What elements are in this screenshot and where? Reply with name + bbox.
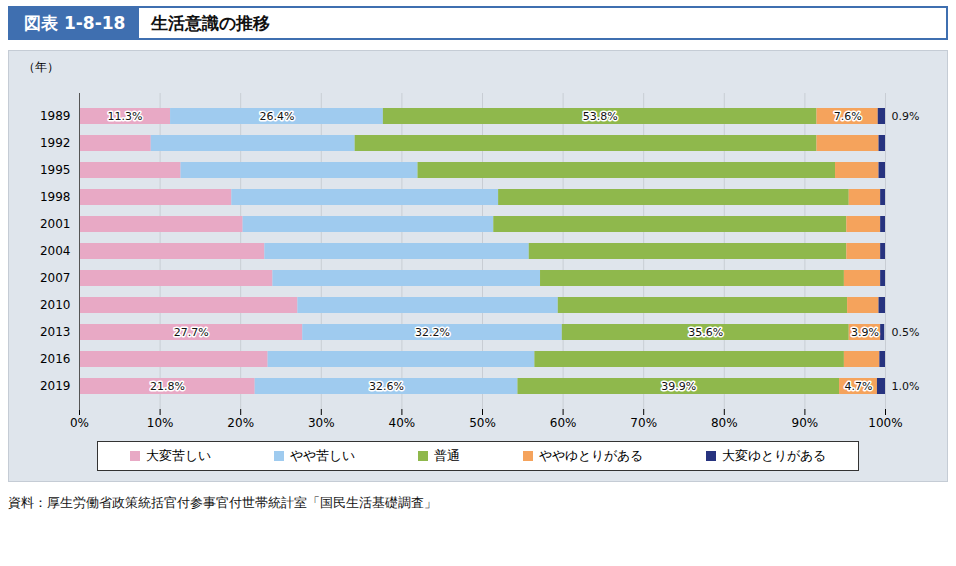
svg-text:1.0%: 1.0% — [892, 380, 920, 393]
svg-text:70%: 70% — [630, 416, 657, 430]
svg-text:53.8%: 53.8% — [583, 110, 618, 123]
svg-text:1995: 1995 — [40, 163, 71, 177]
svg-text:60%: 60% — [550, 416, 577, 430]
html-text:図表 1-8-18: 図表 1-8-18 — [24, 12, 126, 33]
svg-text:40%: 40% — [389, 416, 416, 430]
html-text:大変苦しい: 大変苦しい — [145, 448, 211, 463]
svg-text:0.5%: 0.5% — [892, 326, 920, 339]
svg-text:1992: 1992 — [40, 136, 71, 150]
svg-text:26.4%: 26.4% — [259, 110, 294, 123]
svg-text:1998: 1998 — [40, 190, 71, 204]
svg-text:27.7%: 27.7% — [174, 326, 209, 339]
svg-text:39.9%: 39.9% — [661, 380, 696, 393]
svg-text:2019: 2019 — [40, 379, 71, 393]
html-text:ややゆとりがある: ややゆとりがある — [539, 448, 644, 463]
svg-text:1989: 1989 — [40, 109, 71, 123]
svg-text:3.9%: 3.9% — [851, 326, 879, 339]
html-text:普通: 普通 — [434, 448, 460, 463]
svg-text:11.3%: 11.3% — [108, 110, 143, 123]
svg-text:2010: 2010 — [40, 298, 71, 312]
svg-text:21.8%: 21.8% — [150, 380, 185, 393]
svg-text:0%: 0% — [70, 416, 89, 430]
html-text:やや苦しい: やや苦しい — [289, 448, 355, 463]
svg-text:50%: 50% — [469, 416, 496, 430]
svg-text:2016: 2016 — [40, 352, 71, 366]
svg-text:4.7%: 4.7% — [845, 380, 873, 393]
html-text:生活意識の推移: 生活意識の推移 — [151, 12, 271, 33]
svg-text:32.6%: 32.6% — [369, 380, 404, 393]
svg-text:2001: 2001 — [40, 217, 71, 231]
svg-text:100%: 100% — [868, 416, 902, 430]
svg-text:32.2%: 32.2% — [415, 326, 450, 339]
svg-text:（年）: （年） — [23, 60, 59, 74]
svg-text:80%: 80% — [711, 416, 738, 430]
svg-text:2007: 2007 — [40, 271, 71, 285]
svg-text:2004: 2004 — [40, 244, 71, 258]
svg-text:30%: 30% — [308, 416, 335, 430]
html-text:大変ゆとりがある: 大変ゆとりがある — [722, 448, 827, 463]
svg-text:2013: 2013 — [40, 325, 71, 339]
svg-text:0.9%: 0.9% — [892, 110, 920, 123]
html-text:資料：厚生労働省政策統括官付参事官付世帯統計室「国民生活基礎: 資料：厚生労働省政策統括官付参事官付世帯統計室「国民生活基礎調査」 — [8, 495, 437, 510]
svg-text:35.6%: 35.6% — [688, 326, 723, 339]
svg-text:20%: 20% — [227, 416, 254, 430]
svg-text:90%: 90% — [792, 416, 819, 430]
svg-text:10%: 10% — [147, 416, 174, 430]
svg-text:7.6%: 7.6% — [834, 110, 862, 123]
